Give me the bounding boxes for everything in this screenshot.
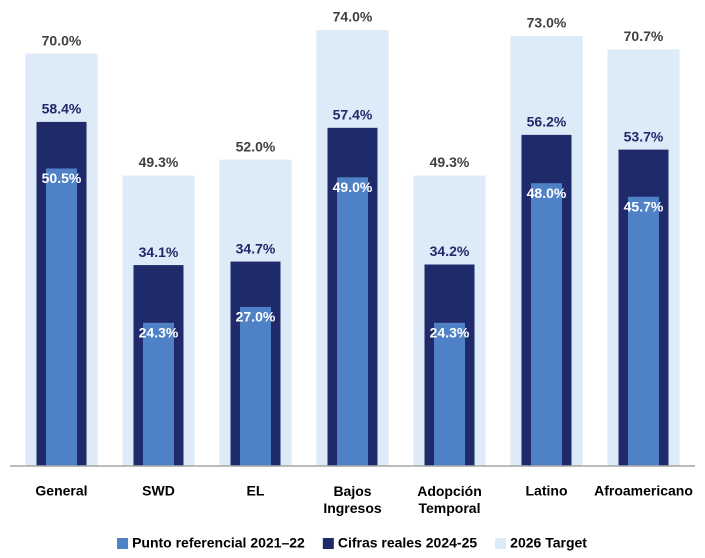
data-label: 50.5% <box>42 170 82 186</box>
data-label: 74.0% <box>333 9 373 25</box>
x-tick-label-line: Temporal <box>419 500 481 516</box>
x-tick-label: Bajos Ingresos <box>323 483 382 516</box>
data-label: 27.0% <box>236 309 276 325</box>
bar <box>434 322 465 466</box>
x-tick-label: EL <box>247 483 265 499</box>
data-label: 57.4% <box>333 107 373 123</box>
legend-swatch <box>117 538 129 549</box>
x-tick-label: Adopción Temporal <box>417 483 482 516</box>
x-tick-label-line: Ingresos <box>323 500 382 516</box>
bar <box>46 168 77 466</box>
data-label: 34.7% <box>236 240 276 256</box>
data-label: 56.2% <box>527 114 567 130</box>
data-label: 24.3% <box>430 325 470 341</box>
bar <box>143 322 174 466</box>
data-label: 73.0% <box>527 15 567 31</box>
data-label: 49.0% <box>333 179 373 195</box>
data-label: 53.7% <box>624 128 664 144</box>
bar <box>240 306 271 466</box>
legend-label: Cifras reales 2024-25 <box>338 535 478 551</box>
legend-swatch <box>322 538 334 549</box>
data-label: 70.7% <box>624 28 664 44</box>
data-label: 24.3% <box>139 325 179 341</box>
data-label: 34.1% <box>139 244 179 260</box>
data-label: 70.0% <box>42 32 82 48</box>
legend: Punto referencial 2021–22 Cifras reales 2… <box>117 535 587 551</box>
bar <box>337 177 368 466</box>
x-tick-label: Latino <box>526 483 568 499</box>
data-label: 49.3% <box>139 154 179 170</box>
data-label: 58.4% <box>42 101 82 117</box>
data-label: 52.0% <box>236 138 276 154</box>
legend-label: 2026 Target <box>510 535 587 551</box>
x-tick-label-line: Adopción <box>417 483 482 499</box>
bar <box>628 196 659 466</box>
data-label: 34.2% <box>430 243 470 259</box>
data-label: 48.0% <box>527 185 567 201</box>
x-tick-label: Afroamericano <box>594 483 693 499</box>
x-tick-label: General <box>35 483 87 499</box>
bar <box>531 183 562 466</box>
data-label: 49.3% <box>430 154 470 170</box>
x-tick-label: SWD <box>142 483 175 499</box>
x-tick-label-line: Bajos <box>333 483 371 499</box>
data-label: 45.7% <box>624 198 664 214</box>
legend-label: Punto referencial 2021–22 <box>132 535 305 551</box>
legend-swatch <box>495 538 507 549</box>
